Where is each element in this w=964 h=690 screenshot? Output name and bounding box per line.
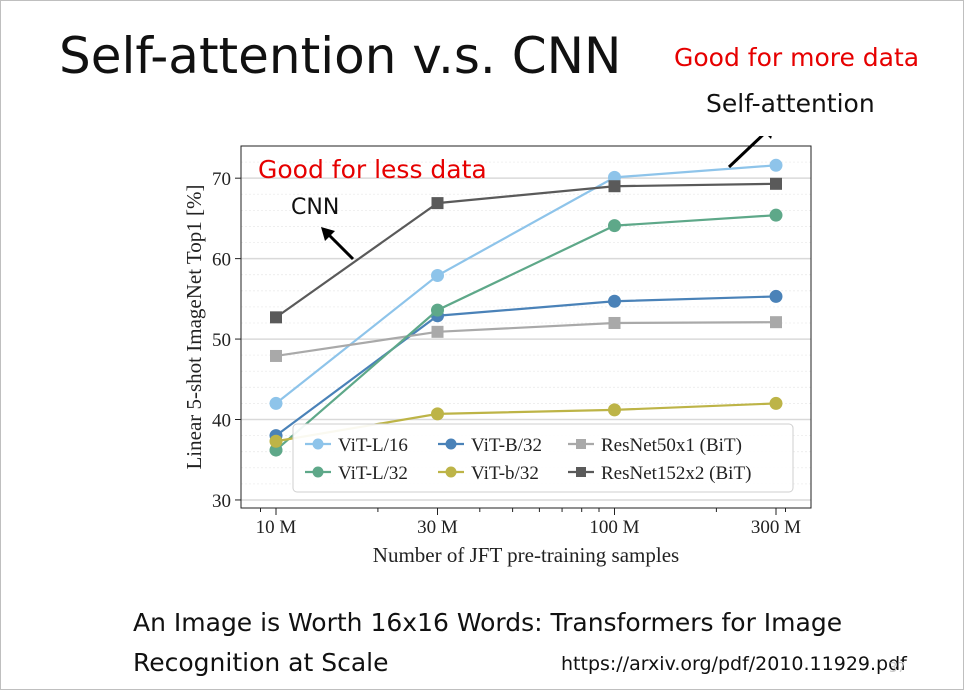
y-tick-label: 40 xyxy=(212,411,231,432)
legend-label: ResNet50x1 (BiT) xyxy=(601,435,742,456)
data-point xyxy=(270,311,282,324)
legend-marker xyxy=(445,466,457,478)
note-cnn: CNN xyxy=(291,195,339,220)
y-tick-label: 70 xyxy=(212,169,231,190)
series-vit-l-16 xyxy=(269,158,783,410)
series-group xyxy=(269,158,783,457)
note-self-attention: Self-attention xyxy=(706,89,875,118)
arrow-self-attention xyxy=(727,136,772,169)
caption-line-1: An Image is Worth 16x16 Words: Transform… xyxy=(133,608,843,637)
data-point xyxy=(770,316,782,329)
legend-item: ViT-b/32 xyxy=(438,463,539,484)
series-line xyxy=(275,164,777,405)
plot-frame xyxy=(240,145,812,509)
caption-line-2: Recognition at Scale xyxy=(133,648,389,677)
data-point xyxy=(431,197,444,210)
legend-item: ViT-L/16 xyxy=(305,435,408,456)
x-tick-label: 10 M xyxy=(256,517,297,538)
data-point xyxy=(769,208,783,222)
arrow-cnn xyxy=(321,227,355,261)
data-point xyxy=(431,269,445,283)
data-point xyxy=(270,349,282,362)
data-point xyxy=(431,325,444,338)
legend-marker xyxy=(312,438,324,450)
paper-caption: An Image is Worth 16x16 Words: Transform… xyxy=(133,603,842,683)
data-point xyxy=(770,177,782,190)
data-point xyxy=(769,289,783,303)
data-point xyxy=(269,396,283,410)
note-good-for-less-data: Good for less data xyxy=(258,155,487,184)
legend-marker xyxy=(576,467,586,477)
data-point xyxy=(607,403,621,417)
x-axis: 10 M 30 M 100 M 300 M xyxy=(256,508,801,538)
series-line xyxy=(275,214,777,451)
series-line xyxy=(275,295,777,437)
data-point xyxy=(607,294,621,308)
x-tick-label: 300 M xyxy=(751,517,801,538)
legend-marker xyxy=(445,438,457,450)
data-point xyxy=(607,219,621,233)
legend-item: ViT-L/32 xyxy=(305,463,408,484)
data-point xyxy=(608,316,621,329)
data-point xyxy=(431,407,445,421)
legend-label: ViT-b/32 xyxy=(471,463,539,484)
x-tick-label: 30 M xyxy=(417,517,458,538)
legend-label: ViT-L/16 xyxy=(338,435,408,456)
series-resnet50x1-bit- xyxy=(270,316,782,362)
legend-item: ResNet152x2 (BiT) xyxy=(568,463,751,484)
x-tick-label: 100 M xyxy=(589,517,639,538)
series-line xyxy=(275,182,777,319)
legend-item: ViT-B/32 xyxy=(438,435,542,456)
legend-label: ResNet152x2 (BiT) xyxy=(601,463,751,484)
data-point xyxy=(269,434,283,448)
y-tick-label: 60 xyxy=(212,250,231,271)
legend-label: ViT-L/32 xyxy=(338,463,408,484)
data-point xyxy=(769,396,783,410)
series-line xyxy=(275,321,777,358)
y-tick-label: 30 xyxy=(212,491,231,512)
series-resnet152x2-bit- xyxy=(270,177,782,324)
legend: ViT-L/16 ViT-B/32 ResNet50x1 (BiT) ViT-L/32… xyxy=(292,423,794,493)
y-axis: 30 40 50 60 70 xyxy=(212,169,241,512)
legend-label: ViT-B/32 xyxy=(471,435,542,456)
data-point xyxy=(769,158,783,172)
page-number: 37 xyxy=(889,661,906,676)
data-point xyxy=(431,303,445,317)
legend-marker xyxy=(576,439,586,449)
paper-url[interactable]: https://arxiv.org/pdf/2010.11929.pdf xyxy=(561,653,907,675)
legend-marker xyxy=(312,466,324,478)
y-tick-label: 50 xyxy=(212,330,231,351)
note-good-for-more-data: Good for more data xyxy=(674,43,920,72)
slide-title: Self-attention v.s. CNN xyxy=(59,27,622,85)
data-point xyxy=(608,180,621,193)
y-axis-label: Linear 5-shot ImageNet Top1 [%] xyxy=(182,184,206,469)
legend-item: ResNet50x1 (BiT) xyxy=(568,435,742,456)
x-axis-label: Number of JFT pre-training samples xyxy=(373,543,679,567)
legend-box xyxy=(292,423,794,493)
